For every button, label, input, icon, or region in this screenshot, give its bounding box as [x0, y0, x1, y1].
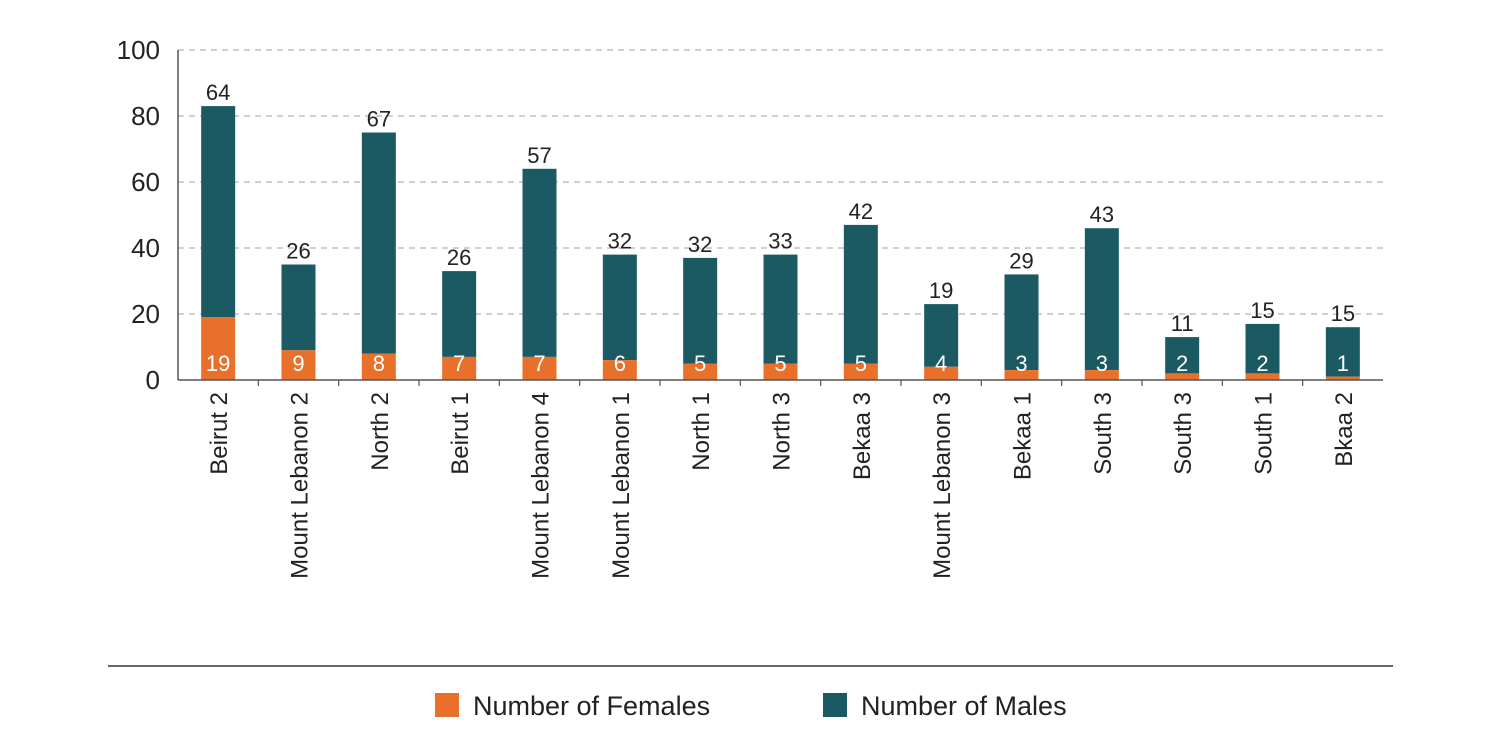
- data-label-males: 11: [1171, 311, 1194, 336]
- legend-swatch: [823, 693, 847, 717]
- x-tick-label: North 1: [688, 392, 715, 471]
- y-tick-label: 0: [146, 365, 160, 395]
- bar-females: [442, 356, 477, 380]
- bar-females: [281, 350, 316, 380]
- data-label-females: 3: [1096, 351, 1108, 376]
- data-label-males: 42: [849, 199, 873, 224]
- data-label-males: 33: [768, 229, 792, 254]
- bar-males: [602, 254, 637, 361]
- data-label-males: 43: [1090, 202, 1114, 227]
- y-tick-label: 60: [131, 167, 160, 197]
- data-label-females: 8: [373, 351, 385, 376]
- x-tick-label: Mount Lebanon 4: [528, 392, 555, 579]
- data-label-females: 4: [935, 351, 947, 376]
- data-label-females: 2: [1256, 351, 1268, 376]
- bar-females: [522, 356, 557, 380]
- bar-females: [201, 317, 236, 380]
- bar-males: [201, 106, 236, 318]
- bar-males: [1165, 337, 1200, 374]
- bar-males: [683, 257, 718, 364]
- bar-females: [1004, 370, 1039, 380]
- bar-females: [1325, 376, 1360, 380]
- legend-swatch: [435, 693, 459, 717]
- data-label-males: 67: [367, 107, 391, 132]
- bar-females: [1084, 370, 1119, 380]
- data-label-males: 32: [688, 232, 712, 257]
- data-label-males: 32: [608, 229, 632, 254]
- legend-label: Number of Females: [473, 691, 710, 721]
- data-label-females: 19: [206, 351, 230, 376]
- y-tick-label: 20: [131, 299, 160, 329]
- bar-females: [924, 366, 959, 380]
- bar-males: [1084, 228, 1119, 371]
- x-tick-label: North 3: [769, 392, 796, 471]
- x-tick-label: Mount Lebanon 2: [287, 392, 314, 579]
- data-label-males: 19: [929, 278, 953, 303]
- bar-males: [1004, 274, 1039, 371]
- bar-males: [843, 224, 878, 364]
- bar-females: [1245, 373, 1280, 380]
- legend-label: Number of Males: [861, 691, 1067, 721]
- data-label-males: 29: [1009, 248, 1033, 273]
- bar-males: [442, 271, 477, 357]
- x-tick-label: Mount Lebanon 1: [608, 392, 635, 579]
- data-label-males: 15: [1331, 301, 1355, 326]
- data-label-males: 57: [527, 143, 551, 168]
- bar-females: [602, 360, 637, 380]
- bar-males: [522, 168, 557, 357]
- data-label-males: 26: [286, 239, 310, 264]
- data-label-males: 15: [1250, 298, 1274, 323]
- data-label-females: 1: [1337, 351, 1349, 376]
- y-tick-label: 80: [131, 101, 160, 131]
- bar-females: [1165, 373, 1200, 380]
- data-label-males: 64: [206, 80, 230, 105]
- data-label-females: 3: [1015, 351, 1027, 376]
- x-tick-label: South 3: [1090, 392, 1117, 475]
- data-label-females: 2: [1176, 351, 1188, 376]
- bar-females: [843, 363, 878, 380]
- bar-males: [281, 264, 316, 351]
- data-label-females: 5: [774, 351, 786, 376]
- bar-males: [1245, 323, 1280, 374]
- x-tick-label: Beirut 2: [206, 392, 233, 475]
- x-tick-label: Bkaa 2: [1331, 392, 1358, 467]
- bar-females: [361, 353, 396, 380]
- x-tick-label: Mount Lebanon 3: [929, 392, 956, 579]
- x-axis: Beirut 2 Mount Lebanon 2 North 2 Beirut 1 Mo…: [178, 379, 1383, 579]
- data-label-females: 6: [614, 351, 626, 376]
- bar-males: [924, 304, 959, 367]
- x-tick-label: Beirut 1: [447, 392, 474, 475]
- x-tick-label: South 3: [1170, 392, 1197, 475]
- data-label-females: 9: [292, 351, 304, 376]
- x-tick-label: Bekaa 1: [1010, 392, 1037, 480]
- bar-males: [361, 132, 396, 354]
- bar-females: [683, 363, 718, 380]
- data-label-females: 5: [694, 351, 706, 376]
- x-tick-label: Bekaa 3: [849, 392, 876, 480]
- y-tick-label: 100: [117, 35, 160, 65]
- bars: 64 19 26 9 67 8 26 7 57 7 32 6 32 5 33 5 42 5 19 4 29 3 43 3 11 2…: [201, 80, 1360, 380]
- data-label-females: 7: [453, 351, 465, 376]
- x-tick-label: North 2: [367, 392, 394, 471]
- bar-males: [763, 254, 798, 364]
- bar-males: [1325, 327, 1360, 377]
- x-tick-label: South 1: [1251, 392, 1278, 475]
- data-label-females: 7: [533, 351, 545, 376]
- y-tick-label: 40: [131, 233, 160, 263]
- data-label-males: 26: [447, 245, 471, 270]
- bar-females: [763, 363, 798, 380]
- data-label-females: 5: [855, 351, 867, 376]
- legend: Number of Females Number of Males: [435, 691, 1067, 721]
- y-axis: 0 20 40 60 80 100: [117, 35, 179, 395]
